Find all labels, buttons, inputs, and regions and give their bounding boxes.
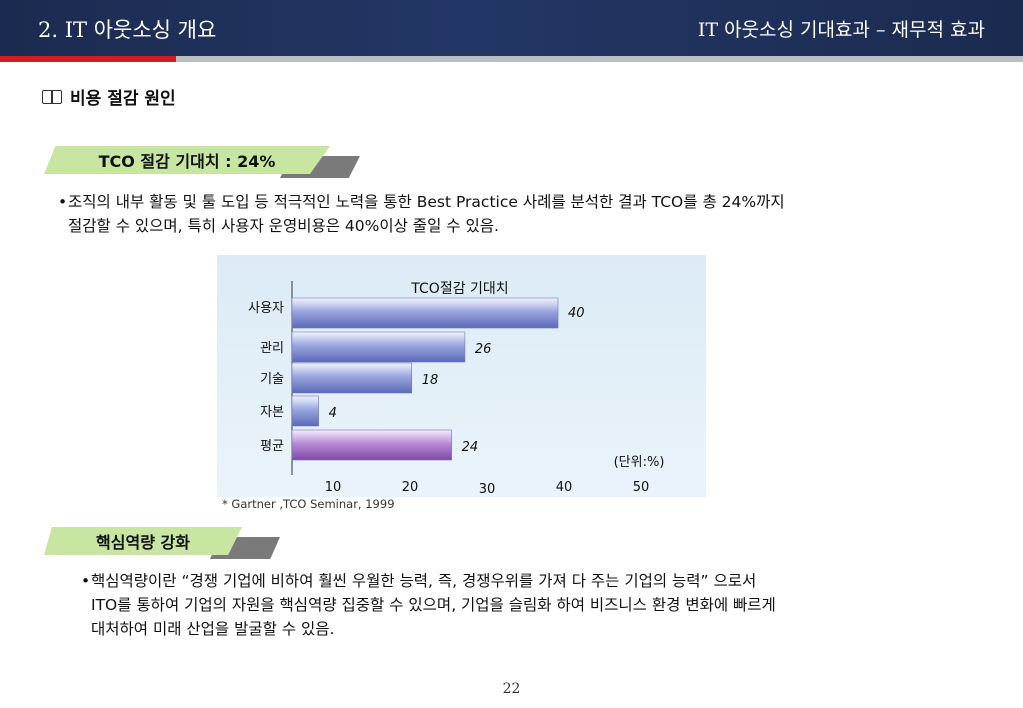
header-stripe-accent bbox=[0, 56, 176, 62]
chart-title: TCO절감 기대치 bbox=[410, 281, 508, 297]
header-stripe bbox=[0, 56, 1023, 62]
tco-bullet: • 조직의 내부 활동 및 툴 도입 등 적극적인 노력을 통한 Best Pr… bbox=[58, 190, 785, 238]
tco-tab: TCO 절감 기대치 : 24% bbox=[44, 146, 360, 178]
core-tab: 핵심역량 강화 bbox=[44, 527, 280, 559]
unit-label: (단위:%) bbox=[614, 455, 665, 470]
header-bar: 2. IT 아웃소싱 개요 IT 아웃소싱 기대효과 – 재무적 효과 bbox=[0, 0, 1023, 56]
value-label-4: 4 bbox=[329, 406, 337, 421]
x-tick-label-1: 10 bbox=[325, 480, 342, 495]
section-heading: 비용 절감 원인 bbox=[42, 84, 176, 109]
core-bullet-line-1: 핵심역량이란 “경쟁 기업에 비하여 훨씬 우월한 능력, 즉, 경쟁우위를 가… bbox=[91, 572, 757, 590]
x-tick-label-5: 50 bbox=[633, 480, 650, 495]
core-bullet-line-3: 대처하여 미래 산업을 발굴할 수 있음. bbox=[91, 620, 335, 638]
source-note: * Gartner ,TCO Seminar, 1999 bbox=[222, 497, 395, 511]
bar-5 bbox=[291, 429, 452, 461]
chart-area: TCO절감 기대치 사용자 40 관리 26 기술 18 자본 4 평균 24 10 20 30 40 50… bbox=[217, 255, 706, 497]
category-label-4: 자본 bbox=[260, 405, 284, 420]
tco-bullet-line-2: 절감할 수 있으며, 특히 사용자 운영비용은 40%이상 줄일 수 있음. bbox=[68, 217, 499, 235]
bar-1 bbox=[291, 297, 559, 329]
section-heading-text: 비용 절감 원인 bbox=[70, 89, 176, 109]
bar-2 bbox=[291, 331, 466, 363]
value-label-5: 24 bbox=[462, 440, 479, 455]
x-tick-label-3: 30 bbox=[479, 482, 496, 497]
value-label-2: 26 bbox=[475, 342, 492, 357]
value-label-1: 40 bbox=[568, 306, 585, 321]
category-label-3: 기술 bbox=[260, 372, 284, 387]
chapter-title: 2. IT 아웃소싱 개요 bbox=[38, 18, 217, 42]
book-icon bbox=[42, 89, 62, 105]
tco-tab-label: TCO 절감 기대치 : 24% bbox=[44, 146, 330, 174]
page-number: 22 bbox=[502, 681, 521, 697]
value-label-3: 18 bbox=[422, 373, 439, 388]
slide-title: IT 아웃소싱 기대효과 – 재무적 효과 bbox=[697, 19, 985, 41]
core-bullet: • 핵심역량이란 “경쟁 기업에 비하여 훨씬 우월한 능력, 즉, 경쟁우위를… bbox=[81, 569, 776, 641]
core-tab-label: 핵심역량 강화 bbox=[44, 527, 242, 555]
category-label-1: 사용자 bbox=[248, 301, 284, 316]
core-bullet-line-2: ITO를 통하여 기업의 자원을 핵심역량 집중할 수 있으며, 기업을 슬림화… bbox=[91, 596, 776, 614]
category-label-5: 평균 bbox=[260, 439, 284, 454]
category-label-2: 관리 bbox=[260, 341, 284, 356]
bar-3 bbox=[291, 362, 412, 394]
bar-4 bbox=[291, 395, 319, 427]
tco-bar-chart: TCO절감 기대치 사용자 40 관리 26 기술 18 자본 4 평균 24 10 20 30 40 50… bbox=[248, 281, 665, 497]
x-tick-label-2: 20 bbox=[402, 480, 419, 495]
tco-bullet-line-1: 조직의 내부 활동 및 툴 도입 등 적극적인 노력을 통한 Best Prac… bbox=[68, 193, 785, 211]
x-tick-label-4: 40 bbox=[556, 480, 573, 495]
